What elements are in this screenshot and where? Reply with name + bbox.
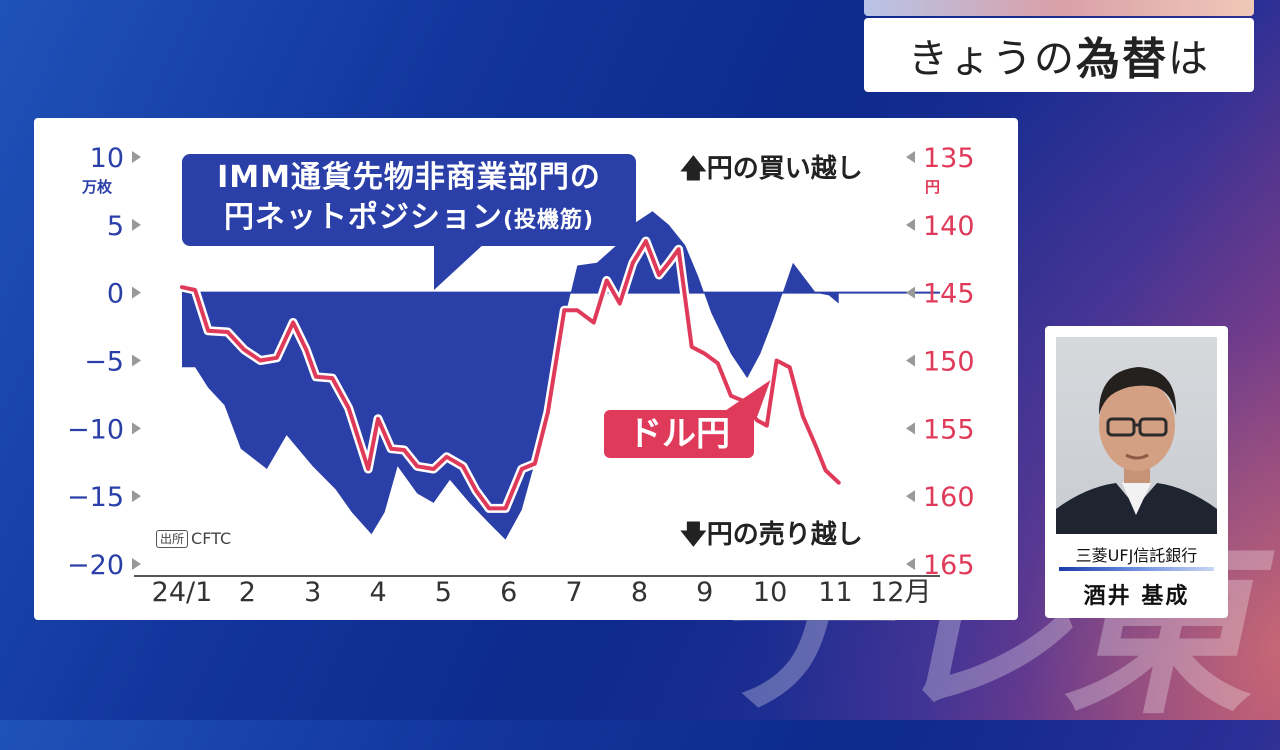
chart-source: 出所 CFTC (156, 529, 231, 548)
callout-line-1: IMM通貨先物非商業部門の (217, 160, 601, 195)
annotation-yen-long: 🡅円の買い越し (680, 148, 863, 194)
dollar-yen-label: ドル円 (604, 410, 754, 458)
chart-panel: 10 5 0 −5 −10 −15 −20 135 140 145 150 155 160 165 24/1… (34, 118, 1018, 620)
right-axis-tick-label: 140 (923, 211, 975, 242)
topic-strip (864, 0, 1254, 16)
right-axis-tick-marker (906, 151, 915, 163)
x-axis-tick-label: 7 (565, 577, 582, 608)
right-axis-tick-label: 150 (923, 347, 975, 378)
annotation-yen-long-text: 円の買い越し (706, 154, 863, 184)
chart-canvas: 1050−5−10−15−2013514014515015516016524/1… (67, 143, 975, 608)
callout-pointer (434, 242, 486, 290)
right-axis-tick-marker (906, 558, 915, 570)
annotation-yen-short: 🡇円の売り越し (680, 514, 863, 560)
source-text: CFTC (191, 529, 232, 548)
right-axis-tick-label: 145 (923, 279, 975, 310)
x-axis-tick-label: 10 (753, 577, 787, 608)
right-axis-tick-marker (906, 286, 915, 299)
x-axis-tick-label: 8 (631, 577, 648, 608)
left-axis-tick-label: 10 (90, 143, 124, 174)
topic-banner: きょうの 為替は (864, 0, 1254, 92)
annotation-yen-short-text: 円の売り越し (706, 520, 863, 550)
right-axis-unit: 円 (925, 178, 941, 196)
arrow-up-icon: 🡅 (680, 154, 707, 184)
position-series-callout: IMM通貨先物非商業部門の 円ネットポジション(投機筋) (182, 154, 636, 246)
series-usdjpy-line (180, 239, 841, 511)
x-axis-tick-label: 12月 (870, 577, 931, 608)
speaker-photo (1056, 337, 1217, 534)
x-axis-tick-label: 2 (239, 577, 256, 608)
callout-line-2: 円ネットポジション(投機筋) (182, 198, 636, 241)
x-axis-tick-label: 6 (500, 577, 517, 608)
left-axis-tick-label: −10 (67, 414, 124, 445)
right-axis-tick-label: 155 (923, 414, 975, 445)
right-axis-tick-marker (906, 354, 915, 367)
topic-title: きょうの 為替は (864, 18, 1254, 92)
right-axis-tick-marker (906, 490, 915, 503)
left-axis-tick-label: −5 (84, 347, 124, 378)
topic-prefix: きょうの (908, 36, 1076, 82)
left-axis-tick-label: −15 (67, 482, 124, 513)
left-axis-tick-marker (132, 558, 141, 570)
topic-emphasis: 為替 (1076, 34, 1168, 85)
x-axis-tick-label: 5 (435, 577, 452, 608)
x-axis-tick-label: 4 (369, 577, 386, 608)
left-axis-tick-marker (132, 286, 141, 299)
left-axis-tick-label: 5 (107, 211, 124, 242)
source-badge: 出所 (156, 529, 189, 548)
left-axis-tick-marker (132, 151, 141, 163)
topic-suffix: は (1168, 36, 1210, 82)
left-axis-tick-marker (132, 218, 141, 231)
speaker-card: 三菱UFJ信託銀行 酒井 基成 (1045, 326, 1228, 618)
arrow-down-icon: 🡇 (680, 520, 707, 550)
speaker-name: 酒井 基成 (1083, 584, 1190, 609)
x-axis-tick-label: 11 (818, 577, 852, 608)
right-axis-tick-label: 160 (923, 482, 975, 513)
speaker-divider (1059, 567, 1214, 571)
left-axis-tick-marker (132, 490, 141, 503)
callout-line-2-small: (投機筋) (502, 208, 595, 233)
left-axis-unit: 万枚 (82, 178, 113, 196)
x-axis-tick-label: 9 (696, 577, 713, 608)
x-axis-tick-label: 24/1 (152, 577, 213, 608)
right-axis-tick-marker (906, 422, 915, 435)
left-axis-tick-marker (132, 354, 141, 367)
x-axis-tick-label: 3 (304, 577, 321, 608)
left-axis-tick-marker (132, 422, 141, 435)
right-axis-tick-label: 135 (923, 143, 975, 174)
left-axis-tick-label: 0 (107, 279, 124, 310)
left-axis-tick-label: −20 (67, 550, 124, 581)
speaker-organization: 三菱UFJ信託銀行 (1075, 546, 1198, 565)
right-axis-tick-marker (906, 218, 915, 231)
callout-line-2-main: 円ネットポジション (223, 200, 503, 235)
